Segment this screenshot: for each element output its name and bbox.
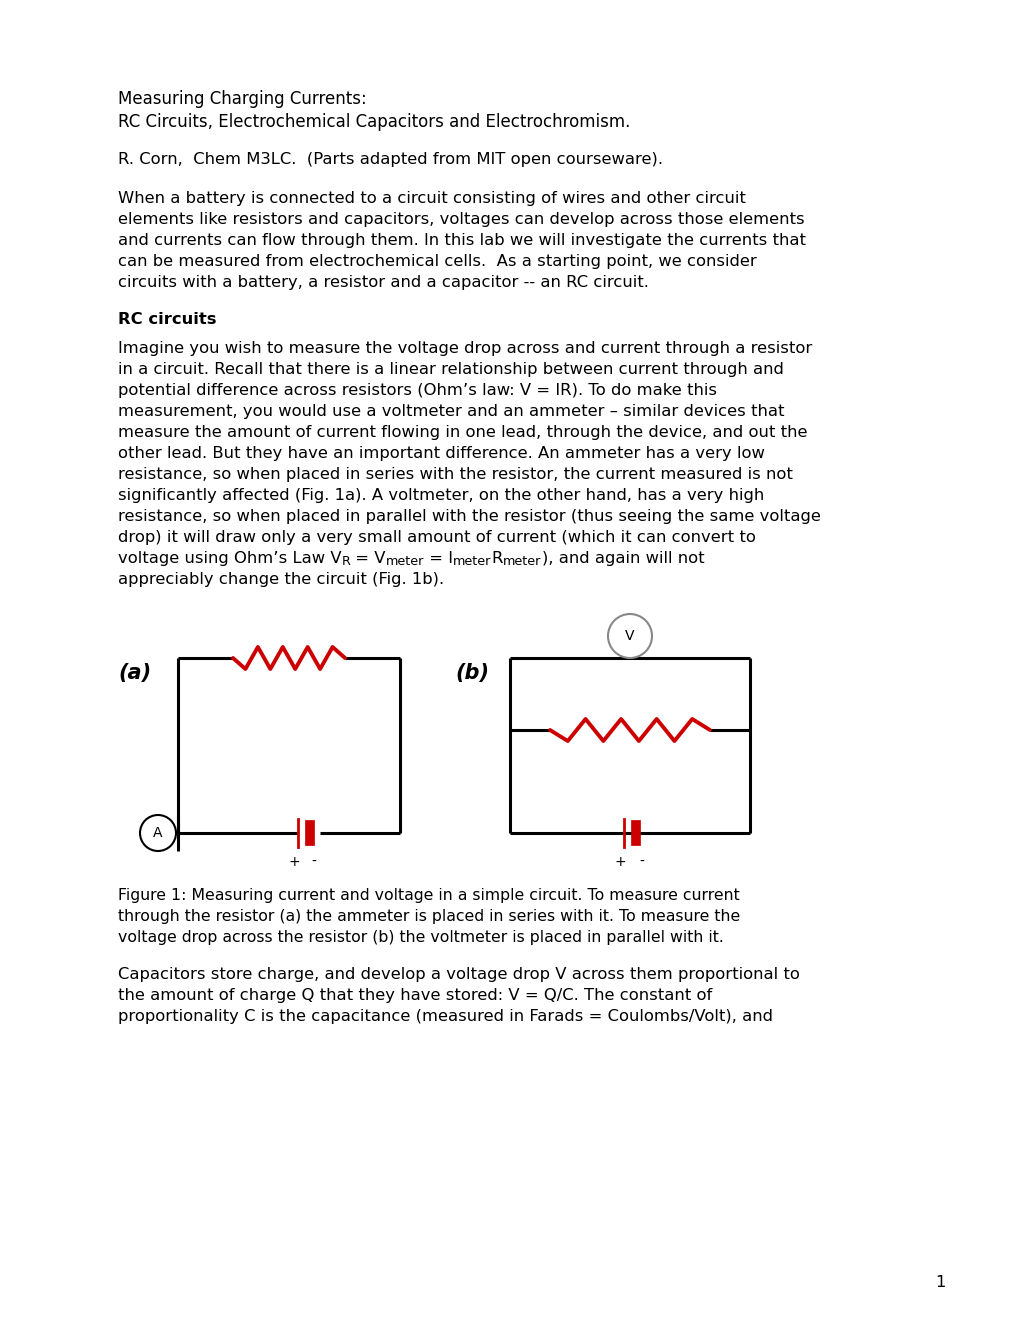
Text: +: + xyxy=(613,855,626,869)
Text: R: R xyxy=(491,550,502,566)
Text: Figure 1: Measuring current and voltage in a simple circuit. To measure current: Figure 1: Measuring current and voltage … xyxy=(118,888,739,903)
Text: RC circuits: RC circuits xyxy=(118,312,216,327)
Text: V: V xyxy=(625,630,634,643)
Text: can be measured from electrochemical cells.  As a starting point, we consider: can be measured from electrochemical cel… xyxy=(118,253,756,269)
Text: measurement, you would use a voltmeter and an ammeter – similar devices that: measurement, you would use a voltmeter a… xyxy=(118,404,784,418)
Text: meter: meter xyxy=(502,554,541,568)
Text: -: - xyxy=(311,855,316,869)
Text: 1: 1 xyxy=(933,1275,945,1290)
Text: the amount of charge Q that they have stored: V = Q/C. The constant of: the amount of charge Q that they have st… xyxy=(118,987,711,1003)
Text: drop) it will draw only a very small amount of current (which it can convert to: drop) it will draw only a very small amo… xyxy=(118,531,755,545)
Text: (a): (a) xyxy=(118,663,151,682)
Circle shape xyxy=(607,614,651,657)
Text: RC Circuits, Electrochemical Capacitors and Electrochromism.: RC Circuits, Electrochemical Capacitors … xyxy=(118,114,630,131)
Text: R: R xyxy=(341,554,351,568)
Text: meter: meter xyxy=(452,554,491,568)
Text: in a circuit. Recall that there is a linear relationship between current through: in a circuit. Recall that there is a lin… xyxy=(118,362,784,378)
Text: appreciably change the circuit (Fig. 1b).: appreciably change the circuit (Fig. 1b)… xyxy=(118,572,443,587)
Text: = I: = I xyxy=(424,550,452,566)
Text: elements like resistors and capacitors, voltages can develop across those elemen: elements like resistors and capacitors, … xyxy=(118,213,804,227)
Text: voltage using Ohm’s Law V: voltage using Ohm’s Law V xyxy=(118,550,341,566)
Text: and currents can flow through them. In this lab we will investigate the currents: and currents can flow through them. In t… xyxy=(118,234,805,248)
Text: When a battery is connected to a circuit consisting of wires and other circuit: When a battery is connected to a circuit… xyxy=(118,191,745,206)
Text: through the resistor (a) the ammeter is placed in series with it. To measure the: through the resistor (a) the ammeter is … xyxy=(118,909,740,924)
Text: resistance, so when placed in series with the resistor, the current measured is : resistance, so when placed in series wit… xyxy=(118,467,792,482)
Text: Imagine you wish to measure the voltage drop across and current through a resist: Imagine you wish to measure the voltage … xyxy=(118,341,811,356)
Text: R. Corn,  Chem M3LC.  (Parts adapted from MIT open courseware).: R. Corn, Chem M3LC. (Parts adapted from … xyxy=(118,152,662,168)
Text: = V: = V xyxy=(351,550,385,566)
Text: other lead. But they have an important difference. An ammeter has a very low: other lead. But they have an important d… xyxy=(118,446,764,461)
Text: meter: meter xyxy=(385,554,424,568)
Text: proportionality C is the capacitance (measured in Farads = Coulombs/Volt), and: proportionality C is the capacitance (me… xyxy=(118,1008,772,1024)
Text: voltage drop across the resistor (b) the voltmeter is placed in parallel with it: voltage drop across the resistor (b) the… xyxy=(118,931,723,945)
Text: potential difference across resistors (Ohm’s law: V = IR). To do make this: potential difference across resistors (O… xyxy=(118,383,716,399)
Text: +: + xyxy=(288,855,300,869)
Text: Measuring Charging Currents:: Measuring Charging Currents: xyxy=(118,90,367,108)
Text: significantly affected (Fig. 1a). A voltmeter, on the other hand, has a very hig: significantly affected (Fig. 1a). A volt… xyxy=(118,488,763,503)
Text: -: - xyxy=(639,855,644,869)
Text: A: A xyxy=(153,826,163,840)
Text: Capacitors store charge, and develop a voltage drop V across them proportional t: Capacitors store charge, and develop a v… xyxy=(118,968,799,982)
Text: ), and again will not: ), and again will not xyxy=(541,550,703,566)
Text: measure the amount of current flowing in one lead, through the device, and out t: measure the amount of current flowing in… xyxy=(118,425,807,440)
Circle shape xyxy=(140,814,176,851)
Text: resistance, so when placed in parallel with the resistor (thus seeing the same v: resistance, so when placed in parallel w… xyxy=(118,510,820,524)
Text: (b): (b) xyxy=(454,663,488,682)
Text: circuits with a battery, a resistor and a capacitor -- an RC circuit.: circuits with a battery, a resistor and … xyxy=(118,275,648,290)
